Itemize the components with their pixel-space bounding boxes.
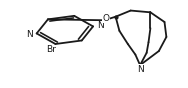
Text: Br: Br: [47, 45, 56, 54]
Text: N: N: [26, 30, 33, 39]
Text: N: N: [137, 65, 143, 74]
Text: N: N: [97, 21, 104, 30]
Text: O: O: [103, 14, 110, 23]
